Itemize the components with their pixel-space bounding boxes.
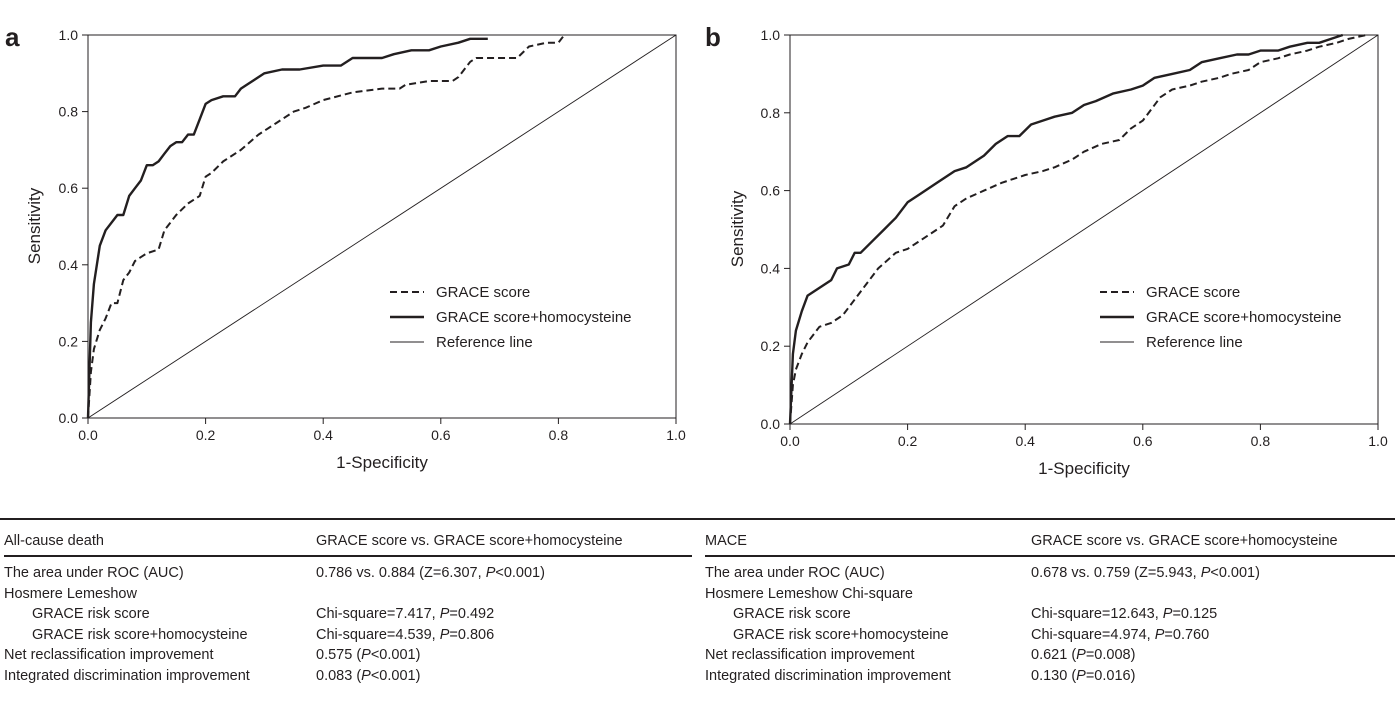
y-tick-label: 0.0 bbox=[59, 410, 79, 426]
table-row: The area under ROC (AUC) 0.678 vs. 0.759 … bbox=[705, 563, 1395, 584]
series-grace-score-line bbox=[789, 34, 1367, 425]
row-label: The area under ROC (AUC) bbox=[705, 565, 885, 581]
plot-frame-a bbox=[87, 34, 677, 419]
stats-table-b: MACE GRACE score vs. GRACE score+homocys… bbox=[705, 531, 1395, 686]
row-label: Net reclassification improvement bbox=[705, 647, 915, 663]
table-row: The area under ROC (AUC) 0.786 vs. 0.884 … bbox=[4, 563, 692, 584]
table-row: GRACE risk score Chi-square=12.643, P=0.1… bbox=[705, 604, 1395, 625]
row-value: 0.621 (P=0.008) bbox=[1031, 647, 1136, 663]
y-tick-label: 0.4 bbox=[59, 257, 79, 273]
x-tick-label: 0.6 bbox=[431, 427, 451, 443]
x-tick-label: 1.0 bbox=[666, 427, 686, 443]
table-header-left: All-cause death bbox=[4, 533, 104, 549]
legend-a: GRACE score GRACE score+homocysteine Refer… bbox=[390, 284, 632, 351]
legend-label: GRACE score+homocysteine bbox=[436, 309, 632, 326]
x-tick-label: 1.0 bbox=[1368, 433, 1388, 449]
row-label: GRACE risk score bbox=[733, 606, 851, 622]
x-axis-label-a: 1-Specificity bbox=[336, 453, 428, 472]
x-tick-label: 0.4 bbox=[1015, 433, 1035, 449]
x-tick-label: 0.8 bbox=[549, 427, 569, 443]
row-value: Chi-square=4.974, P=0.760 bbox=[1031, 626, 1210, 643]
table-header-left: MACE bbox=[705, 533, 747, 549]
stats-table-a: All-cause death GRACE score vs. GRACE sc… bbox=[4, 531, 692, 686]
x-tick-label: 0.2 bbox=[196, 427, 216, 443]
y-tick-label: 0.0 bbox=[761, 416, 781, 432]
x-axis-label-b: 1-Specificity bbox=[1038, 459, 1130, 478]
row-label: Net reclassification improvement bbox=[4, 647, 214, 663]
table-row: Integrated discrimination improvement 0.1… bbox=[705, 666, 1395, 687]
row-value: 0.130 (P=0.016) bbox=[1031, 667, 1136, 684]
roc-chart-a: a 0.0 0.2 0.4 0.6 0.8 1.0 0.0 0.2 0.4 0.6 0.8 1.0 1… bbox=[5, 22, 686, 472]
roc-chart-b: b 0.0 0.2 0.4 0.6 0.8 1.0 0.0 0.2 0.4 0.6 0.8 1.0 1… bbox=[705, 22, 1388, 478]
plot-area-a: 0.0 0.2 0.4 0.6 0.8 1.0 0.0 0.2 0.4 0.6 0.8 1.0 bbox=[59, 27, 686, 443]
table-row: Net reclassification improvement 0.621 (P… bbox=[705, 645, 1395, 666]
y-axis-label-b: Sensitivity bbox=[728, 190, 747, 267]
y-tick-label: 0.8 bbox=[761, 105, 781, 121]
series-grace-score-homocysteine-line bbox=[86, 37, 488, 419]
row-value: 0.575 (P<0.001) bbox=[316, 647, 421, 663]
legend-label: Reference line bbox=[1146, 334, 1243, 351]
table-row: Hosmere Lemeshow bbox=[4, 584, 692, 605]
section-divider bbox=[0, 518, 1395, 520]
row-value bbox=[1031, 584, 1395, 605]
y-tick-label: 0.6 bbox=[59, 180, 79, 196]
row-label: GRACE risk score bbox=[32, 606, 150, 622]
row-value: 0.083 (P<0.001) bbox=[316, 667, 421, 684]
table-header-a: All-cause death GRACE score vs. GRACE sc… bbox=[4, 531, 692, 557]
row-label: Hosmere Lemeshow Chi-square bbox=[705, 585, 913, 602]
row-value: Chi-square=4.539, P=0.806 bbox=[316, 626, 495, 643]
row-value: Chi-square=12.643, P=0.125 bbox=[1031, 606, 1218, 622]
row-label: Hosmere Lemeshow bbox=[4, 585, 137, 602]
x-tick-label: 0.4 bbox=[313, 427, 333, 443]
legend-label: GRACE score bbox=[436, 284, 530, 301]
legend-label: Reference line bbox=[436, 334, 533, 351]
series-reference-line-line bbox=[87, 34, 677, 419]
x-tick-label: 0.2 bbox=[898, 433, 918, 449]
x-tick-label: 0.8 bbox=[1251, 433, 1271, 449]
series-reference-line-line bbox=[789, 34, 1379, 425]
table-row: Integrated discrimination improvement 0.0… bbox=[4, 666, 692, 687]
series-grace-score-homocysteine-line bbox=[788, 33, 1344, 425]
table-header-b: MACE GRACE score vs. GRACE score+homocys… bbox=[705, 531, 1395, 557]
panel-label-a: a bbox=[5, 22, 20, 52]
row-value: Chi-square=7.417, P=0.492 bbox=[316, 606, 495, 622]
legend-label: GRACE score+homocysteine bbox=[1146, 309, 1342, 326]
row-label: The area under ROC (AUC) bbox=[4, 565, 184, 581]
row-value bbox=[316, 584, 692, 605]
legend-label: GRACE score bbox=[1146, 284, 1240, 301]
x-tick-label: 0.0 bbox=[78, 427, 98, 443]
row-value: 0.678 vs. 0.759 (Z=5.943, P<0.001) bbox=[1031, 565, 1260, 581]
table-row: GRACE risk score Chi-square=7.417, P=0.49… bbox=[4, 604, 692, 625]
y-axis-label-a: Sensitivity bbox=[25, 187, 44, 264]
x-tick-label: 0.0 bbox=[780, 433, 800, 449]
plot-frame-b bbox=[789, 34, 1379, 425]
y-tick-label: 1.0 bbox=[761, 27, 781, 43]
table-row: GRACE risk score+homocysteine Chi-square=… bbox=[4, 625, 692, 646]
y-tick-label: 1.0 bbox=[59, 27, 79, 43]
row-label: GRACE risk score+homocysteine bbox=[733, 626, 949, 643]
panel-label-b: b bbox=[705, 22, 721, 52]
row-label: Integrated discrimination improvement bbox=[4, 667, 250, 684]
table-header-right: GRACE score vs. GRACE score+homocysteine bbox=[316, 533, 623, 549]
table-row: GRACE risk score+homocysteine Chi-square=… bbox=[705, 625, 1395, 646]
y-tick-label: 0.4 bbox=[761, 260, 781, 276]
row-value: 0.786 vs. 0.884 (Z=6.307, P<0.001) bbox=[316, 565, 545, 581]
table-row: Net reclassification improvement 0.575 (P… bbox=[4, 645, 692, 666]
legend-b: GRACE score GRACE score+homocysteine Refer… bbox=[1100, 284, 1342, 351]
table-header-right: GRACE score vs. GRACE score+homocysteine bbox=[1031, 533, 1338, 549]
y-tick-label: 0.2 bbox=[59, 333, 79, 349]
y-tick-label: 0.6 bbox=[761, 183, 781, 199]
y-tick-label: 0.2 bbox=[761, 338, 781, 354]
series-grace-score-line bbox=[87, 34, 566, 419]
y-tick-label: 0.8 bbox=[59, 104, 79, 120]
row-label: Integrated discrimination improvement bbox=[705, 667, 951, 684]
plot-area-b: 0.0 0.2 0.4 0.6 0.8 1.0 0.0 0.2 0.4 0.6 0.8 1.0 bbox=[761, 27, 1388, 449]
x-tick-label: 0.6 bbox=[1133, 433, 1153, 449]
row-label: GRACE risk score+homocysteine bbox=[32, 626, 248, 643]
table-row: Hosmere Lemeshow Chi-square bbox=[705, 584, 1395, 605]
